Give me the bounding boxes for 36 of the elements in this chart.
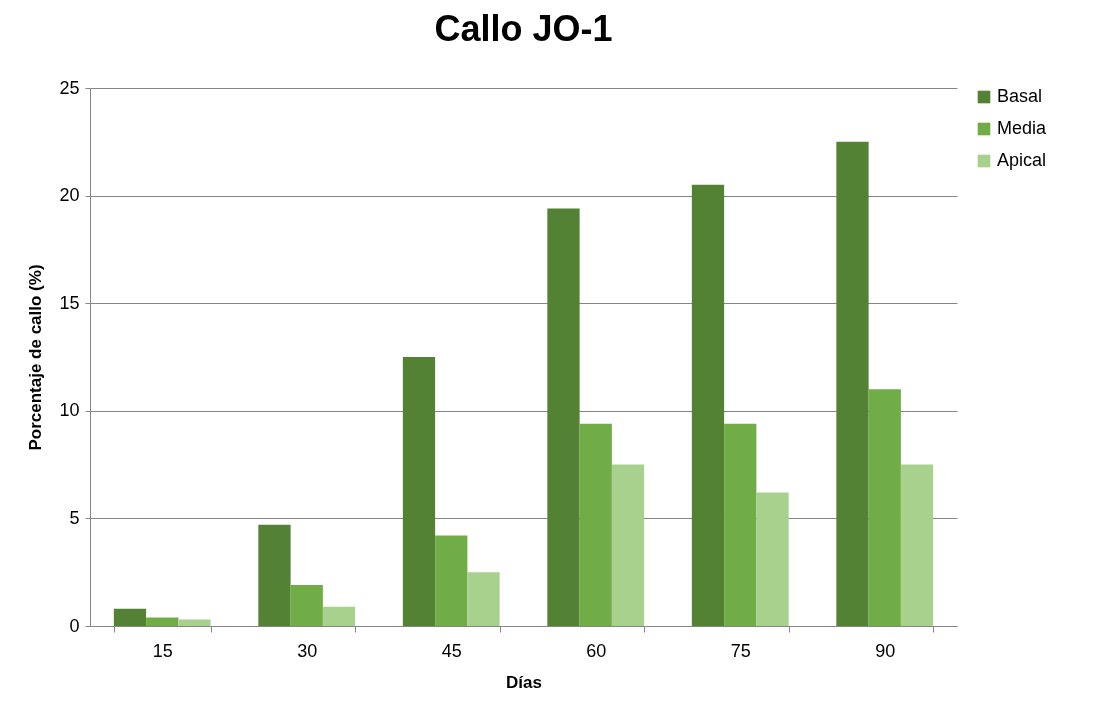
y-tick-label: 25 [59,77,80,98]
bar [836,141,869,626]
bar [579,423,612,626]
y-axis-title: Porcentaje de callo (%) [26,264,46,451]
bar [467,572,500,626]
bar [868,389,901,626]
chart-title: Callo JO-1 [434,8,613,49]
y-tick-label: 0 [69,615,80,636]
bar [724,423,757,626]
bar [435,535,468,626]
bar [290,585,323,626]
legend-label: Apical [997,150,1047,170]
bar [258,524,291,626]
x-tick-label: 30 [297,640,318,661]
bar [547,208,580,626]
x-tick-label: 90 [875,640,896,661]
x-tick-label: 60 [586,640,607,661]
x-tick-label: 75 [730,640,751,661]
legend-label: Basal [997,86,1043,106]
bar [322,606,356,626]
bar [402,357,436,626]
y-tick-label: 5 [69,507,80,528]
bar [611,464,645,626]
y-tick-label: 10 [59,400,80,421]
bar [900,464,934,626]
bar [113,608,147,626]
y-tick-label: 20 [59,185,80,206]
y-tick-label: 15 [59,292,80,313]
legend-label: Media [997,118,1048,138]
x-tick-label: 15 [152,640,173,661]
x-axis-title: Días [506,672,542,692]
bar [756,492,789,626]
bar [178,619,211,626]
x-tick-label: 45 [441,640,462,661]
bar [146,617,179,626]
bar [691,184,725,626]
